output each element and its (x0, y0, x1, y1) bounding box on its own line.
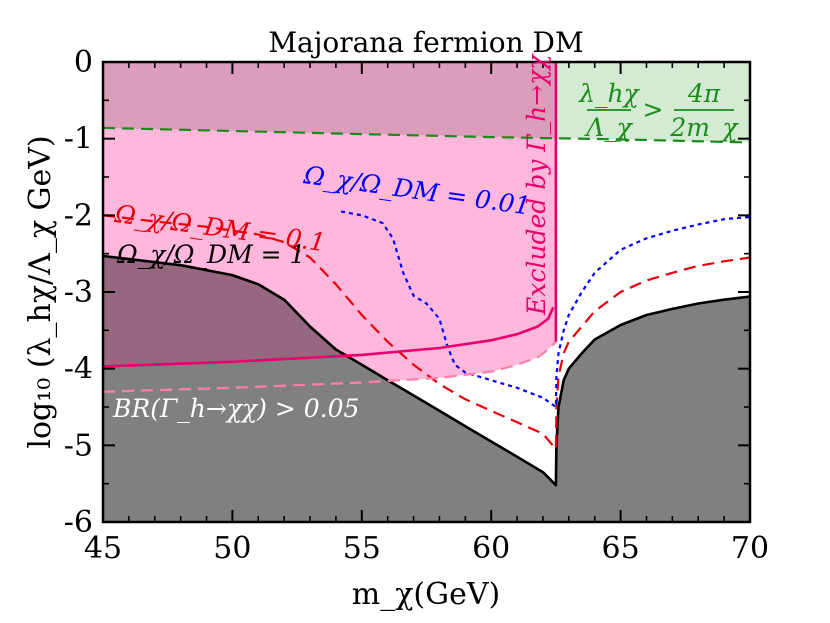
y-tick-label-0: 0 (74, 45, 93, 80)
x-tick-label-60: 60 (472, 531, 510, 566)
perturbativity-region (555, 62, 750, 143)
overlap-region-lower (103, 256, 352, 367)
x-axis-label: m_χ(GeV) (352, 577, 500, 612)
label-omega-1: Ω_χ/Ω_DM = 1 (116, 240, 305, 269)
label-br-0.05: BR(Γ_h→χχ) > 0.05 (112, 394, 359, 423)
series-line-2 (340, 210, 750, 409)
x-tick-label-50: 50 (213, 531, 251, 566)
y-tick-label--6: -6 (64, 505, 93, 540)
overlap-region-upper (103, 62, 556, 139)
y-tick-label--4: -4 (64, 352, 93, 387)
x-tick-label-70: 70 (731, 531, 769, 566)
series-line-1 (103, 214, 750, 451)
series-line-3 (103, 306, 555, 368)
x-tick-label-45: 45 (84, 531, 122, 566)
y-tick-label--5: -5 (64, 428, 93, 463)
series-line-0 (103, 254, 750, 487)
y-axis-label: log₁₀ (λ_hχ/Λ_χ GeV) (23, 135, 58, 448)
chart-title: Majorana fermion DM (268, 26, 583, 59)
pert-gt-symbol: > (643, 95, 664, 124)
label-excluded-width: Excluded by Γ_h→χχ (522, 53, 551, 316)
pert-Lambda-label: Λ_χ (584, 113, 634, 142)
y-tick-label--2: -2 (64, 198, 93, 233)
series-line-4 (103, 341, 557, 393)
x-tick-label-65: 65 (602, 531, 640, 566)
x-tick-label-55: 55 (343, 531, 381, 566)
pert-lambda-label: λ_hχ (578, 79, 640, 108)
overabundance-region (103, 256, 750, 522)
y-tick-label--3: -3 (64, 275, 93, 310)
y-tick-label--1: -1 (64, 122, 93, 157)
pert-2m-label: 2m_χ (669, 113, 739, 142)
series-line-5 (103, 126, 750, 144)
pert-4pi-label: 4π (687, 79, 721, 108)
